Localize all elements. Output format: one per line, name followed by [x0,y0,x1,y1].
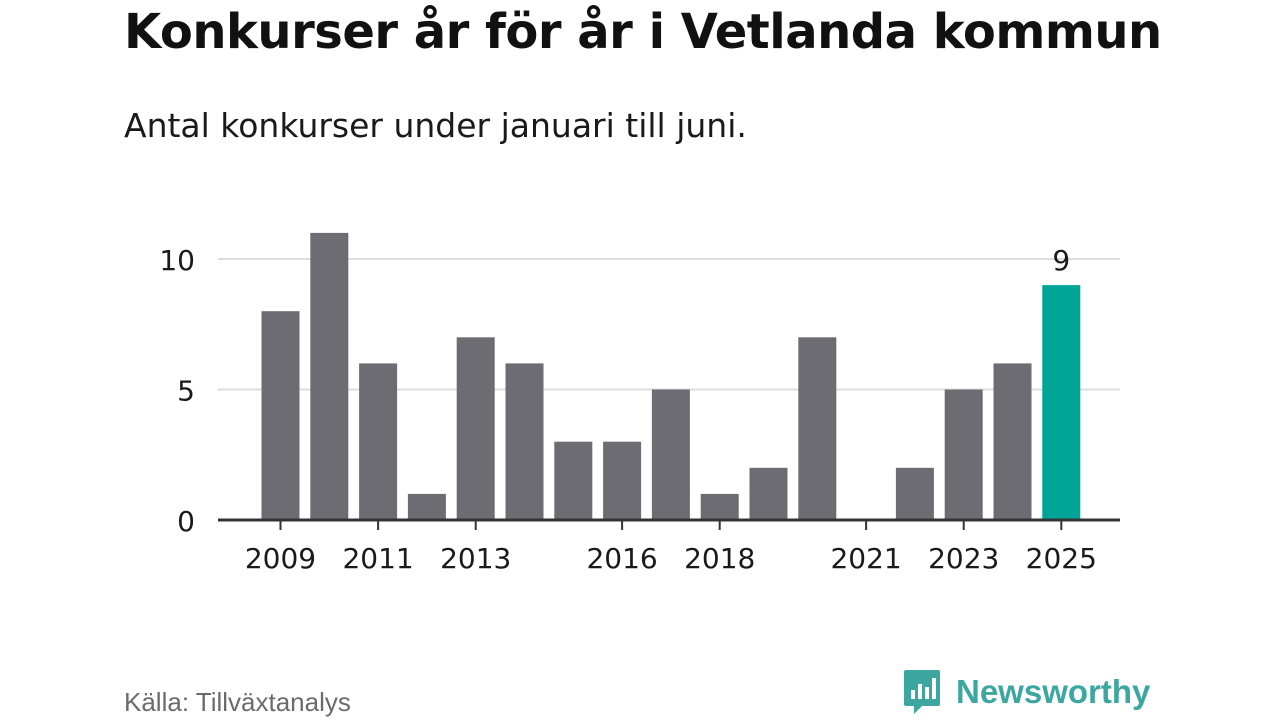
bar-2018 [700,493,739,520]
bar-2019 [749,467,788,520]
bar-2009 [261,311,300,520]
x-tick-label: 2016 [586,542,657,575]
bar-2025 [1042,285,1081,520]
newsworthy-logo-icon [904,670,940,714]
bar-2022 [895,467,934,520]
bar-2014 [505,363,544,520]
x-tick-label: 2018 [684,542,755,575]
x-tick-label: 2011 [342,542,413,575]
y-tick-label: 5 [177,375,195,408]
bar-2017 [651,389,690,520]
data-label-2025: 9 [1052,244,1070,277]
y-tick-label: 0 [177,505,195,538]
x-tick-label: 2009 [245,542,316,575]
source-note: Källa: Tillväxtanalys [124,687,351,717]
bar-2011 [359,363,398,520]
x-tick-label: 2023 [928,542,999,575]
bar-2010 [310,232,349,520]
bar-2024 [993,363,1032,520]
chart-subtitle: Antal konkurser under januari till juni. [124,106,747,145]
bar-chart: 0 5 10 9 2009 2011 2013 2016 2018 2021 2023 2025 [159,232,1120,575]
chart-title: Konkurser år för år i Vetlanda kommun [124,4,1162,60]
brand-logo: Newsworthy [902,670,1150,714]
brand-name: Newsworthy [956,673,1151,710]
bar-2020 [798,337,837,520]
x-tick-label: 2025 [1026,542,1097,575]
bar-2023 [944,389,983,520]
bar-2015 [554,441,593,520]
y-tick-label: 10 [159,244,195,277]
bar-2013 [456,337,495,520]
x-tick-label: 2021 [830,542,901,575]
bar-2012 [407,493,446,520]
bar-2016 [603,441,642,520]
x-tick-label: 2013 [440,542,511,575]
